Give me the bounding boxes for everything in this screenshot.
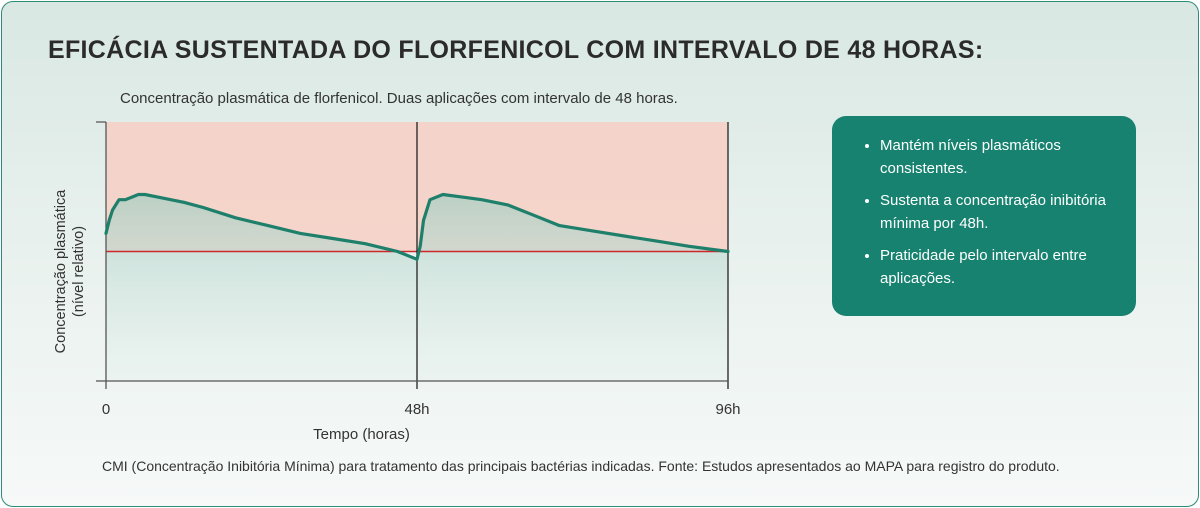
benefits-list: Mantém níveis plasmáticos consistentes. … — [860, 134, 1116, 290]
benefit-item: Mantém níveis plasmáticos consistentes. — [880, 134, 1116, 180]
chart-subtitle: Concentração plasmática de florfenicol. … — [120, 90, 678, 107]
page-title: EFICÁCIA SUSTENTADA DO FLORFENICOL COM I… — [48, 36, 984, 64]
y-axis-label: (nível relativo) — [71, 226, 87, 317]
info-box: Mantém níveis plasmáticos consistentes. … — [832, 116, 1136, 316]
y-axis-label: Concentração plasmática — [53, 189, 69, 354]
series-line — [104, 192, 730, 261]
benefit-item: Praticidade pelo intervalo entre aplicaç… — [880, 244, 1116, 290]
x-tick-label: 96h — [715, 401, 740, 418]
x-tick-label: 48h — [404, 401, 429, 418]
x-axis-label: Tempo (horas) — [313, 426, 410, 443]
footnote: CMI (Concentração Inibitória Mínima) par… — [102, 458, 1060, 474]
x-tick-label: 0 — [102, 401, 110, 418]
benefit-item: Sustenta a concentração inibitória mínim… — [880, 189, 1116, 235]
